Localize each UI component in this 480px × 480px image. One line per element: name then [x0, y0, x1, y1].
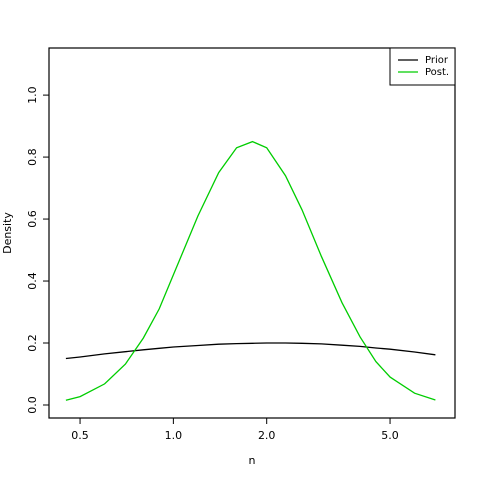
x-tick-label: 5.0 — [381, 429, 399, 442]
y-tick-label: 0.2 — [26, 334, 39, 352]
series-line — [65, 140, 436, 401]
legend-label: Prior — [425, 55, 449, 66]
y-tick-label: 0.4 — [26, 272, 39, 290]
y-tick-label: 1.0 — [26, 86, 39, 104]
plot-box — [48, 47, 456, 419]
x-axis-label: n — [249, 454, 256, 467]
y-tick-label: 0.0 — [26, 396, 39, 414]
legend-box — [389, 47, 456, 86]
x-tick-label: 0.5 — [71, 429, 89, 442]
y-tick-label: 0.6 — [26, 210, 39, 228]
y-axis-label: Density — [1, 212, 14, 254]
legend-label: Post. — [425, 67, 449, 78]
y-tick-label: 0.8 — [26, 148, 39, 166]
x-tick-label: 2.0 — [258, 429, 276, 442]
x-tick-label: 1.0 — [165, 429, 183, 442]
series-line — [65, 342, 436, 360]
